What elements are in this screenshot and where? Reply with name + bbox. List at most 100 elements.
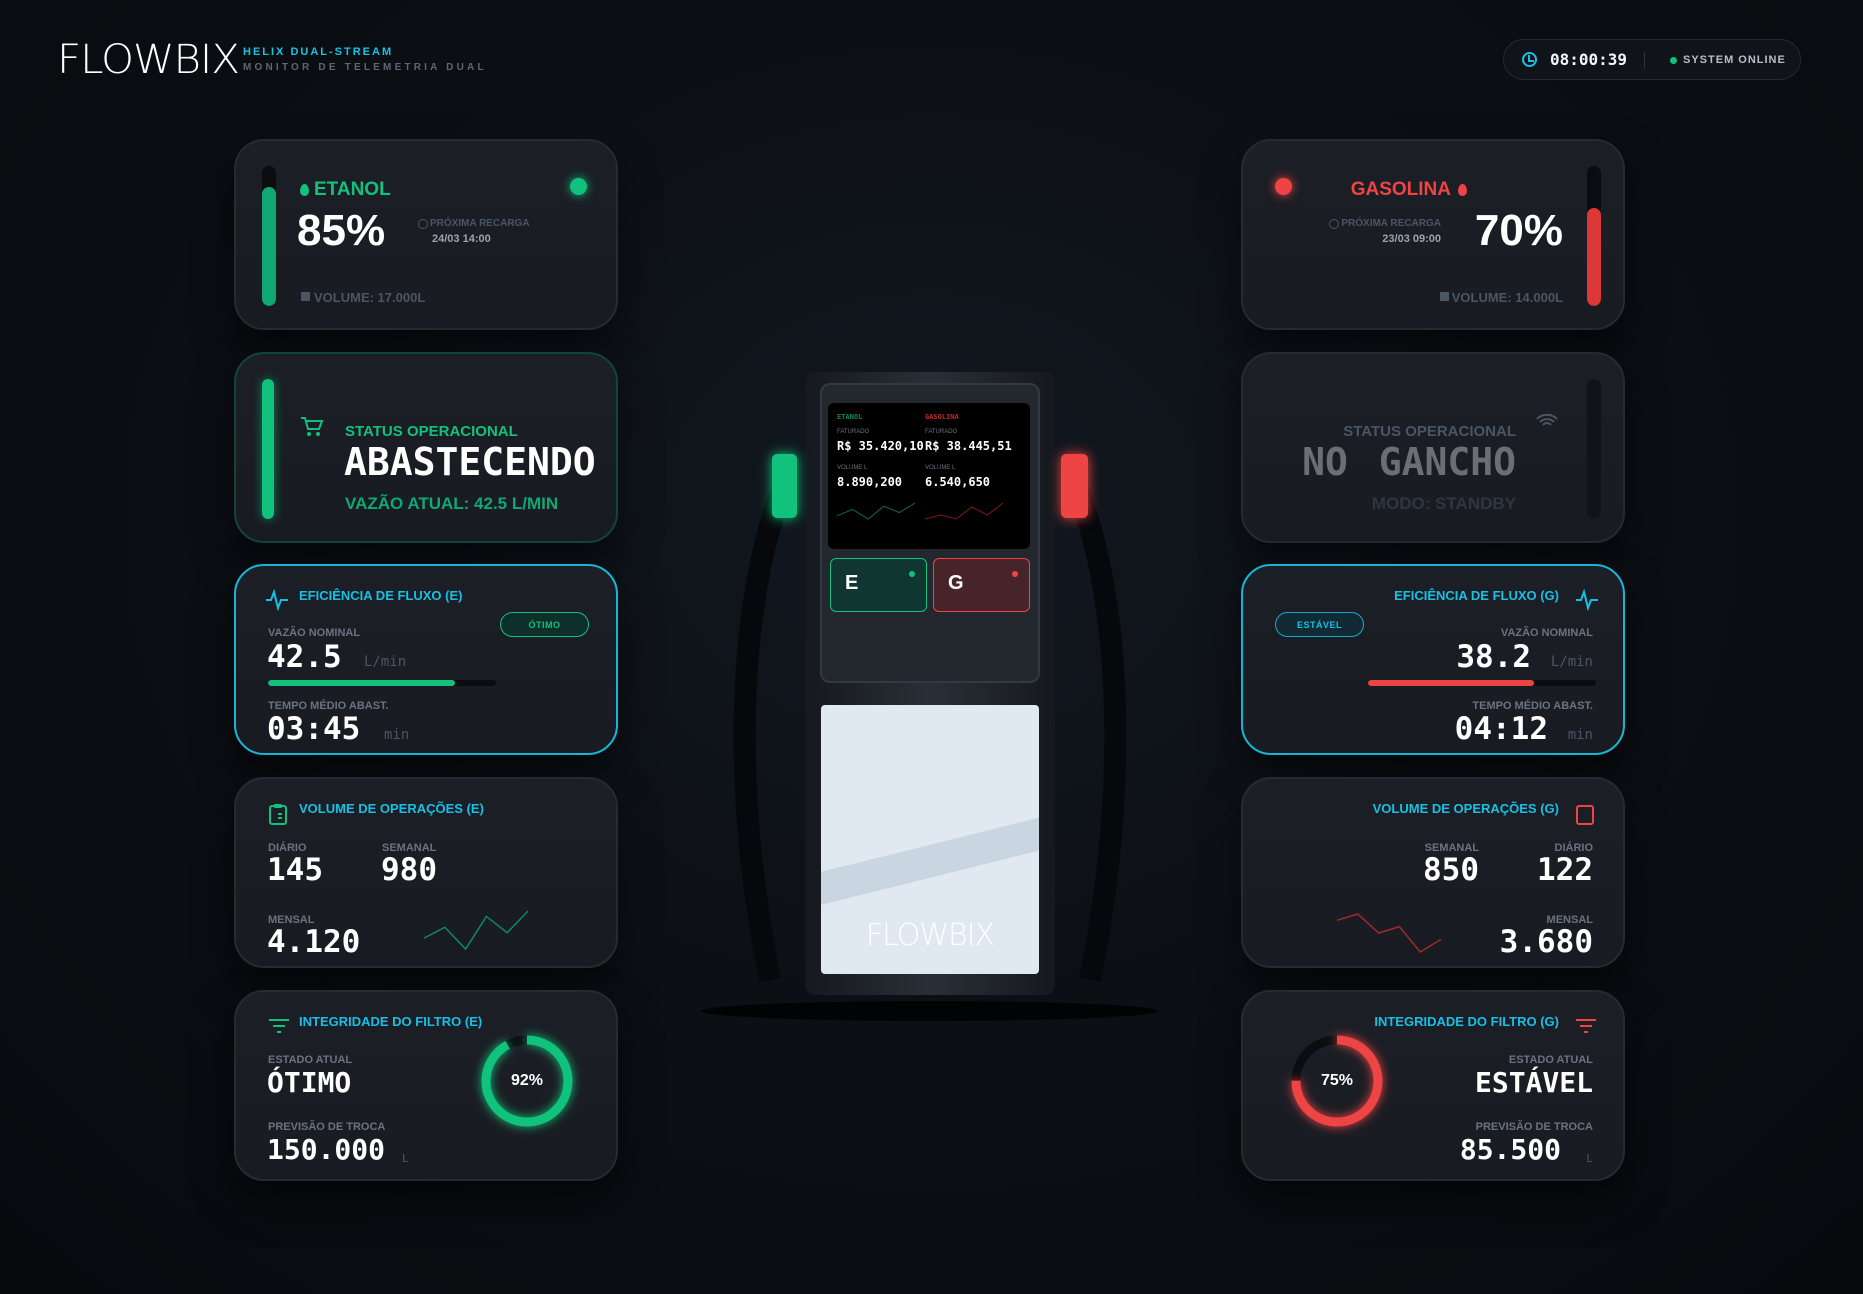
screen-etanol-name: ETANOL [837,413,863,421]
screen-etanol-billed-label: FATURADO [837,429,870,435]
sparkline-path [423,910,529,951]
gasolina-indicator-light [1275,178,1292,195]
state-label: ESTADO ATUAL [268,1054,353,1066]
avg-time-label: TEMPO MÉDIO ABAST. [1472,700,1593,712]
gauge-fill [481,1035,573,1127]
nominal-flow-label: VAZÃO NOMINAL [1500,627,1593,639]
etanol-indicator-light [570,178,587,195]
filter-icon [269,1019,289,1033]
gasolina-volume: VOLUME: 14.000L [1451,290,1563,305]
forecast-unit: L [1586,1152,1593,1165]
state-label: ESTADO ATUAL [1508,1054,1593,1066]
etanol-filter-card: INTEGRIDADE DO FILTRO (E) ESTADO ATUAL Ó… [234,990,618,1181]
monthly-value: 3.680 [1499,924,1593,960]
cart-icon [301,417,324,436]
status-label: STATUS OPERACIONAL [1343,423,1516,440]
avg-time-label: TEMPO MÉDIO ABAST. [268,700,389,712]
screen-etanol-sparkline [836,502,916,520]
gasolina-filter-gauge [1291,1035,1383,1127]
gauge-fill [1291,1035,1383,1127]
efficiency-badge: ESTÁVEL [1275,612,1364,637]
standby-mode: MODO: STANDBY [1371,494,1516,513]
gasolina-nozzle[interactable] [1061,454,1088,518]
avg-time-value: 04:12 [1454,711,1548,747]
screen-etanol-billed: R$ 35.420,10 [837,439,924,453]
nominal-flow-unit: L/min [364,654,407,670]
avg-time-unit: min [384,727,410,743]
filter-integrity-value: 75% [1320,1072,1354,1089]
card-title: VOLUME DE OPERAÇÕES (E) [299,801,484,816]
screen-etanol-volume: 8.890,200 [837,475,903,489]
button-gasolina-label: G [948,572,964,594]
pulse-icon [1576,588,1598,612]
forecast-label: PREVISÃO DE TROCA [1475,1121,1593,1133]
daily-value: 145 [267,852,323,888]
gasolina-efficiency-card: EFICIÊNCIA DE FLUXO (G) ESTÁVEL VAZÃO NO… [1241,564,1625,755]
pump-screen[interactable]: ETANOL FATURADO R$ 35.420,10 VOLUME L 8.… [828,403,1030,549]
gasolina-filter-card: INTEGRIDADE DO FILTRO (G) 75% ESTADO ATU… [1241,990,1625,1181]
screen-gasolina-volume-label: VOLUME L [925,465,956,471]
panel-logo: FLOWBIX [865,918,995,953]
wifi-icon [1536,413,1558,426]
clipboard-icon [269,804,287,825]
filter-integrity-value: 92% [510,1072,544,1089]
card-title: VOLUME DE OPERAÇÕES (G) [1372,801,1559,816]
hoses [733,486,1127,983]
gasolina-tank-name: GASOLINA [1350,179,1451,200]
etanol-efficiency-card: EFICIÊNCIA DE FLUXO (E) ÓTIMO VAZÃO NOMI… [234,564,618,755]
next-refill-date: 24/03 14:00 [432,233,491,245]
clock-icon [1329,219,1339,229]
status-value: ABASTECENDO [344,440,596,484]
system-status-pill: 08:00:39 SYSTEM ONLINE [1503,39,1801,80]
avg-time-value: 03:45 [267,711,361,747]
gasolina-level-value: 70% [1474,206,1563,255]
gasolina-level-fill [1587,208,1601,306]
nominal-flow-unit: L/min [1550,654,1593,670]
weekly-value: 850 [1423,852,1479,888]
tank-icon [1440,292,1449,301]
forecast-unit: L [402,1152,409,1165]
forecast-value: 150.000 [267,1133,386,1166]
monthly-value: 4.120 [267,924,361,960]
etanol-tank-card: ETANOL 85% PRÓXIMA RECARGA 24/03 14:00 V… [234,139,618,330]
card-title: EFICIÊNCIA DE FLUXO (E) [299,588,463,603]
next-refill-date: 23/03 09:00 [1382,233,1441,245]
efficiency-badge: ÓTIMO [500,612,589,637]
next-refill-label: PRÓXIMA RECARGA [1341,218,1441,229]
state-value: ESTÁVEL [1474,1066,1593,1099]
etanol-status-card: STATUS OPERACIONAL ABASTECENDO VAZÃO ATU… [234,352,618,543]
next-refill-label: PRÓXIMA RECARGA [430,218,530,229]
button-gasolina[interactable]: G [933,558,1030,612]
nominal-flow-value: 38.2 [1456,639,1531,675]
button-etanol[interactable]: E [830,558,927,612]
state-value: ÓTIMO [267,1066,352,1099]
divider [1644,52,1645,69]
nominal-flow-fill [1368,680,1535,686]
forecast-label: PREVISÃO DE TROCA [268,1121,386,1133]
avg-time-unit: min [1567,727,1593,743]
gasolina-volume-sparkline [1336,913,1442,953]
etanol-volume-sparkline [423,910,529,951]
inactive-status-bar [1587,379,1601,519]
nominal-flow-fill [268,680,455,686]
pulse-icon [266,588,288,612]
nominal-flow-bar [1368,680,1596,686]
drop-icon [1458,184,1467,196]
screen-gasolina-volume: 6.540,650 [925,475,991,489]
monthly-label: MENSAL [268,914,315,926]
panel-stripe [821,814,1039,908]
led-icon [909,571,915,577]
etanol-volume-card: VOLUME DE OPERAÇÕES (E) DIÁRIO 145 SEMAN… [234,777,618,968]
pump-shadow [701,1001,1158,1021]
card-title: EFICIÊNCIA DE FLUXO (G) [1394,588,1559,603]
status-label: STATUS OPERACIONAL [345,423,518,440]
status-value: NO GANCHO [1302,440,1516,484]
online-dot-icon [1670,57,1677,64]
button-etanol-label: E [845,572,859,594]
etanol-nozzle[interactable] [772,454,797,518]
drop-icon [300,184,309,196]
product-subtitle: MONITOR DE TELEMETRIA DUAL [243,62,487,73]
screen-etanol-volume-label: VOLUME L [837,465,868,471]
product-name: HELIX DUAL-STREAM [243,46,394,58]
forecast-value: 85.500 [1459,1133,1561,1166]
